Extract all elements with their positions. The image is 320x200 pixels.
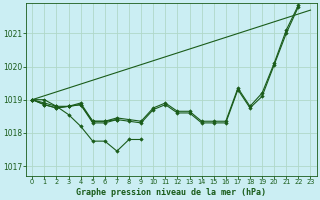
X-axis label: Graphe pression niveau de la mer (hPa): Graphe pression niveau de la mer (hPa) — [76, 188, 266, 197]
